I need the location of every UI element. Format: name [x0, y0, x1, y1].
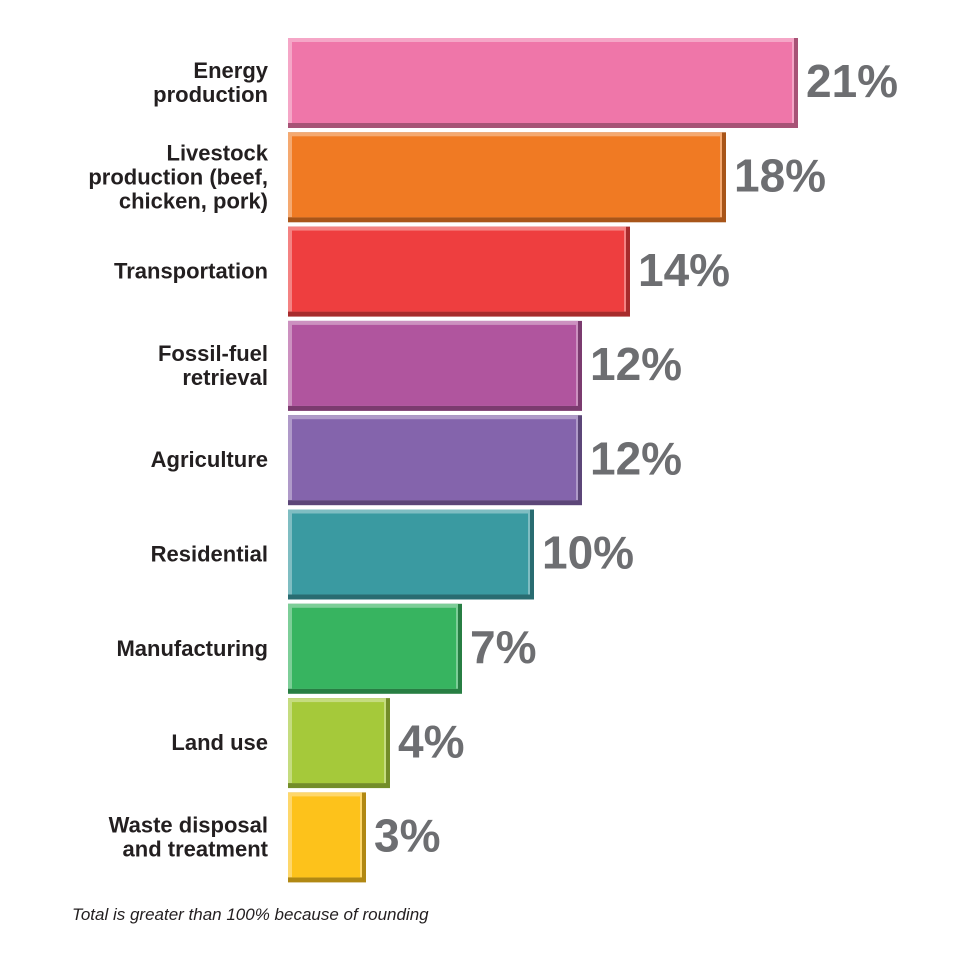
category-label: Energy production [153, 58, 269, 107]
bar [292, 702, 384, 784]
value-label: 3% [374, 810, 440, 862]
bar [292, 513, 528, 595]
bar [292, 419, 576, 501]
value-label: 12% [590, 338, 682, 390]
category-label: Waste disposal and treatment [109, 812, 269, 861]
value-label: 12% [590, 432, 682, 484]
bar [292, 607, 456, 689]
bar [292, 42, 792, 123]
category-label: Manufacturing [116, 636, 268, 661]
bar [292, 796, 360, 878]
value-label: 7% [470, 621, 536, 673]
footnote: Total is greater than 100% because of ro… [72, 905, 429, 924]
category-label: Transportation [114, 259, 268, 284]
bar [292, 230, 624, 312]
category-label: Residential [151, 542, 268, 567]
category-label: Livestock production (beef, chicken, pork) [88, 140, 268, 213]
value-label: 14% [638, 244, 730, 296]
category-label: Land use [171, 730, 268, 755]
bar [292, 324, 576, 406]
category-label: Agriculture [151, 447, 268, 472]
value-label: 18% [734, 149, 826, 201]
bar [292, 136, 720, 218]
value-label: 10% [542, 527, 634, 579]
category-label: Fossil-fuel retrieval [158, 341, 268, 390]
value-label: 21% [806, 55, 898, 107]
value-label: 4% [398, 715, 464, 767]
